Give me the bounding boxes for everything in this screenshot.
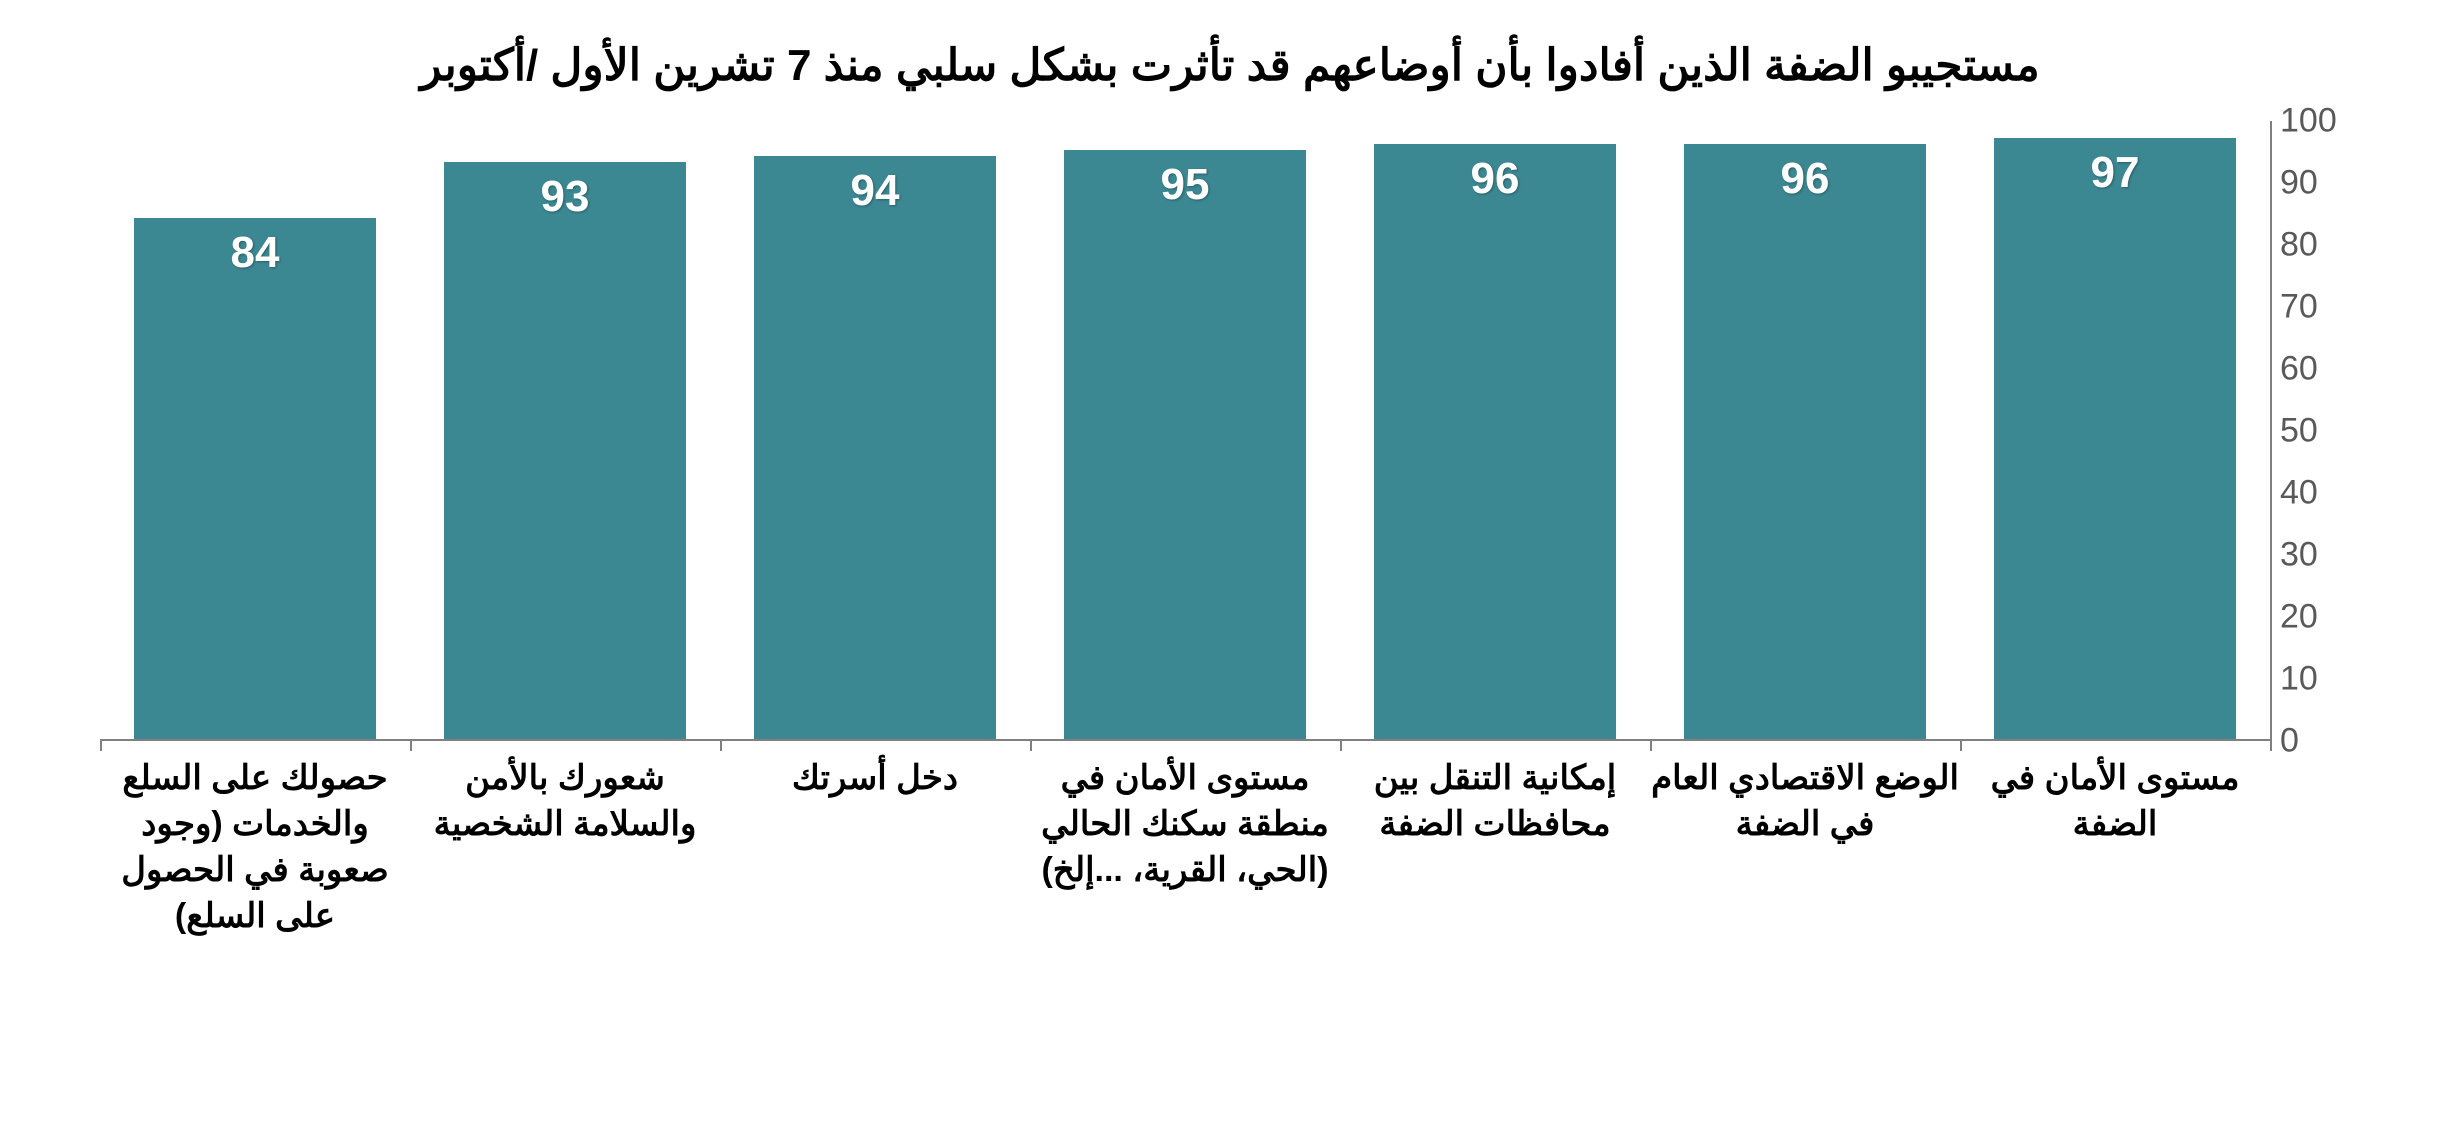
- y-tick-label: 60: [2280, 350, 2318, 389]
- y-tick-label: 80: [2280, 226, 2318, 265]
- x-axis-label: شعورك بالأمن والسلامة الشخصية: [410, 756, 720, 848]
- x-axis-label: حصولك على السلع والخدمات (وجود صعوبة في …: [100, 756, 410, 940]
- x-axis-label: إمكانية التنقل بين محافظات الضفة: [1340, 756, 1650, 848]
- x-axis-label: مستوى الأمان في منطقة سكنك الحالي (الحي،…: [1030, 756, 1340, 894]
- y-tick-label: 100: [2280, 102, 2337, 141]
- bar-group: 96: [1684, 144, 1926, 739]
- bar: 95: [1064, 150, 1306, 739]
- y-tick-label: 20: [2280, 598, 2318, 637]
- bar-group: 96: [1374, 144, 1616, 739]
- y-tick-label: 90: [2280, 164, 2318, 203]
- chart-container: مستجيبو الضفة الذين أفادوا بأن أوضاعهم ق…: [100, 40, 2360, 1106]
- x-axis-labels: حصولك على السلع والخدمات (وجود صعوبة في …: [100, 741, 2270, 1021]
- bar-value-label: 93: [541, 172, 590, 222]
- bar: 93: [444, 162, 686, 739]
- x-axis-label: مستوى الأمان في الضفة: [1960, 756, 2270, 848]
- bar: 84: [134, 218, 376, 739]
- bar: 97: [1994, 138, 2236, 739]
- bar-value-label: 96: [1781, 154, 1830, 204]
- bar-group: 84: [134, 218, 376, 739]
- plot-area: 84939495969697 0102030405060708090100: [100, 121, 2360, 741]
- y-tick-label: 50: [2280, 412, 2318, 451]
- bar: 96: [1374, 144, 1616, 739]
- bar-group: 95: [1064, 150, 1306, 739]
- bar: 96: [1684, 144, 1926, 739]
- bar-group: 97: [1994, 138, 2236, 739]
- y-tick-label: 10: [2280, 660, 2318, 699]
- bar-value-label: 96: [1471, 154, 1520, 204]
- y-axis: 0102030405060708090100: [2270, 121, 2360, 741]
- x-axis-label: دخل أسرتك: [720, 756, 1030, 802]
- y-tick-label: 0: [2280, 722, 2299, 761]
- bar-group: 94: [754, 156, 996, 739]
- chart-title: مستجيبو الضفة الذين أفادوا بأن أوضاعهم ق…: [100, 40, 2360, 91]
- bar: 94: [754, 156, 996, 739]
- bar-value-label: 97: [2091, 148, 2140, 198]
- y-tick-label: 70: [2280, 288, 2318, 327]
- bars-region: 84 93 94 95 96 96 97: [100, 121, 2270, 741]
- bar-value-label: 84: [231, 228, 280, 278]
- y-tick-label: 30: [2280, 536, 2318, 575]
- y-tick-label: 40: [2280, 474, 2318, 513]
- bar-value-label: 95: [1161, 160, 1210, 210]
- bar-value-label: 94: [851, 166, 900, 216]
- bar-group: 93: [444, 162, 686, 739]
- x-axis-label: الوضع الاقتصادي العام في الضفة: [1650, 756, 1960, 848]
